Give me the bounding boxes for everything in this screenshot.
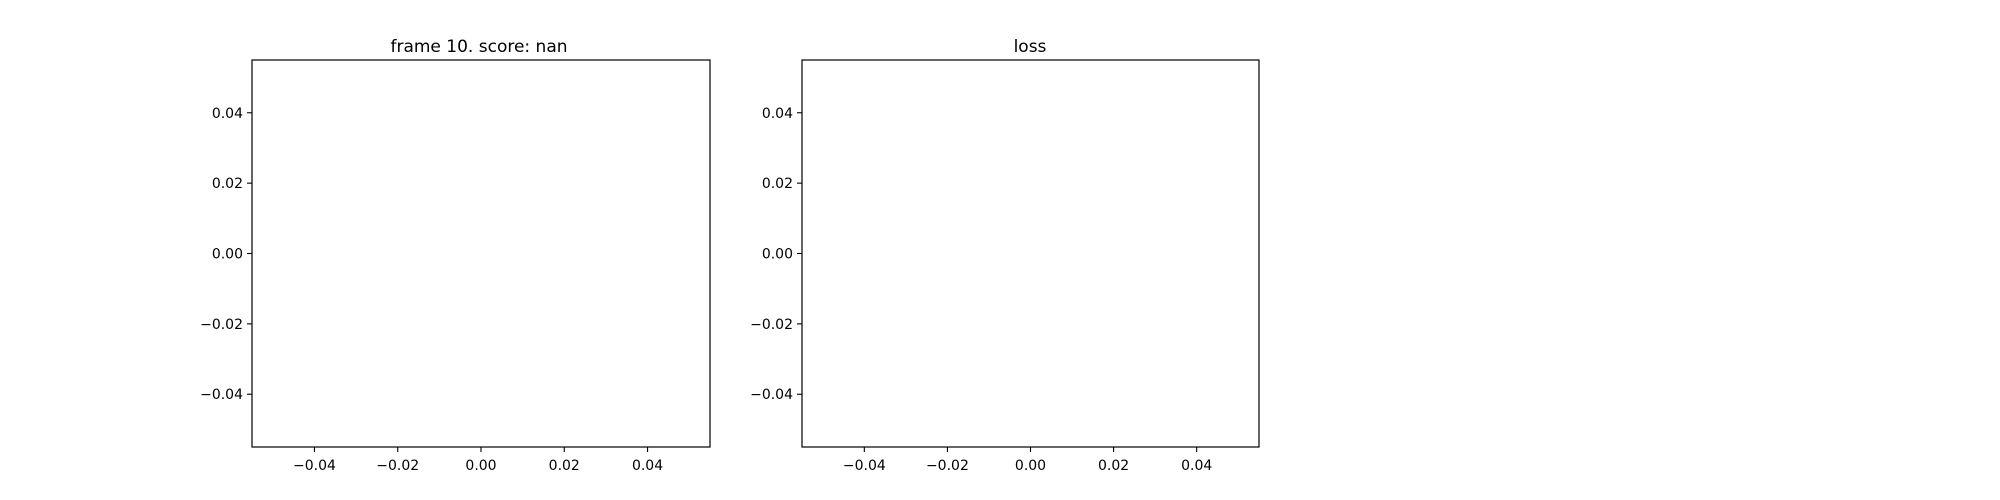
x-tick-label: 0.04: [632, 458, 663, 474]
x-tick-label: 0.04: [1181, 458, 1212, 474]
y-tick-label: 0.00: [212, 247, 243, 263]
x-tick-label: −0.02: [376, 458, 419, 474]
chart-title: frame 10. score: nan: [390, 37, 567, 57]
chart-title: loss: [1014, 37, 1047, 57]
y-tick-label: −0.04: [200, 387, 243, 403]
y-tick-label: 0.02: [762, 176, 793, 192]
y-tick-label: −0.04: [750, 387, 793, 403]
axes-frame: [802, 60, 1259, 447]
y-tick-label: −0.02: [200, 317, 243, 333]
y-tick-label: 0.04: [762, 106, 793, 122]
y-tick-label: 0.04: [212, 106, 243, 122]
x-tick-label: −0.02: [926, 458, 969, 474]
x-tick-label: 0.02: [549, 458, 580, 474]
x-tick-label: −0.04: [843, 458, 886, 474]
x-tick-label: −0.04: [293, 458, 336, 474]
x-tick-label: 0.00: [1015, 458, 1046, 474]
x-tick-label: 0.02: [1098, 458, 1129, 474]
y-tick-label: 0.02: [212, 176, 243, 192]
axes-frame: [252, 60, 710, 447]
subplot-frame-score: frame 10. score: nan −0.04 −0.02 0.00 0.02 0…: [200, 37, 710, 474]
x-tick-label: 0.00: [465, 458, 496, 474]
y-tick-label: 0.00: [762, 247, 793, 263]
subplot-loss: loss −0.04 −0.02 0.00 0.02 0.04 −0.04 −0.02 0.0…: [750, 37, 1259, 474]
y-tick-label: −0.02: [750, 317, 793, 333]
